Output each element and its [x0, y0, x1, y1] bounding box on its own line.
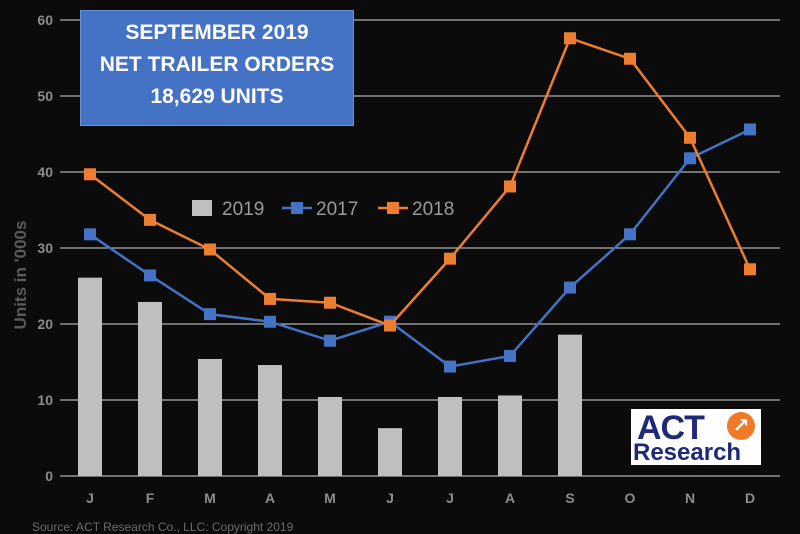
marker-2017 [684, 152, 696, 165]
x-tick-label: J [386, 490, 394, 506]
x-tick-label: F [146, 490, 155, 506]
marker-2018 [324, 296, 336, 309]
marker-2018 [564, 32, 576, 45]
marker-2017 [624, 228, 636, 241]
marker-2018 [144, 213, 156, 226]
act-research-logo: ACT ↗ Research [631, 409, 761, 466]
logo-text-act: ACT [637, 409, 705, 447]
legend-swatch-2017 [291, 202, 303, 214]
marker-2017 [564, 281, 576, 294]
bar-2019-A [258, 365, 282, 476]
title-line-1: SEPTEMBER 2019 [125, 21, 309, 44]
marker-2017 [444, 360, 456, 373]
legend-swatch-2018 [387, 202, 399, 214]
bars-2019 [78, 277, 582, 476]
bar-2019-M [198, 358, 222, 476]
y-tick-label: 0 [45, 468, 53, 484]
marker-2018 [444, 252, 456, 265]
legend: 2019 2017 2018 [192, 199, 454, 220]
marker-2017 [84, 228, 96, 241]
y-tick-label: 20 [37, 316, 53, 332]
x-tick-label: S [565, 490, 574, 506]
marker-2017 [324, 334, 336, 347]
bar-2019-J [378, 428, 402, 476]
bar-2019-F [138, 301, 162, 476]
y-axis-ticks: 0 10 20 30 40 50 60 [37, 12, 53, 484]
line-2018 [89, 36, 752, 327]
marker-2017 [204, 308, 216, 321]
source-note: Source: ACT Research Co., LLC: Copyright… [32, 520, 294, 534]
marker-2017 [504, 349, 516, 362]
marker-2018 [624, 52, 636, 65]
marker-2018 [384, 319, 396, 332]
marker-2018 [504, 180, 516, 193]
lines [84, 32, 756, 373]
x-tick-label: O [625, 490, 636, 506]
y-axis-label: Units in '000s [11, 221, 30, 330]
x-tick-label: D [745, 490, 755, 506]
marker-2017 [264, 315, 276, 328]
marker-2017 [744, 123, 756, 136]
x-tick-label: N [685, 490, 695, 506]
y-tick-label: 40 [37, 164, 53, 180]
marker-2018 [264, 292, 276, 305]
legend-label-2018: 2018 [412, 199, 454, 220]
x-tick-label: J [86, 490, 94, 506]
marker-2018 [744, 263, 756, 276]
title-line-2: NET TRAILER ORDERS [99, 53, 335, 76]
bar-2019-S [558, 334, 582, 476]
bar-2019-J [78, 277, 102, 476]
legend-swatch-2019 [192, 200, 212, 216]
marker-2018 [84, 168, 96, 181]
marker-2018 [684, 131, 696, 144]
line-2017 [89, 128, 751, 368]
legend-label-2019: 2019 [222, 199, 264, 220]
y-tick-label: 50 [37, 88, 53, 104]
x-tick-label: M [204, 490, 216, 506]
y-tick-label: 10 [37, 392, 53, 408]
marker-2017 [144, 269, 156, 282]
chart-title-box: SEPTEMBER 2019 NET TRAILER ORDERS 18,629… [80, 10, 354, 126]
title-line-3: 18,629 UNITS [150, 85, 284, 108]
bar-2019-M [318, 396, 342, 476]
x-tick-label: A [265, 490, 275, 506]
logo-text-research: Research [633, 439, 742, 466]
marker-2018 [204, 243, 216, 256]
y-tick-label: 30 [37, 240, 53, 256]
legend-label-2017: 2017 [316, 199, 358, 220]
y-tick-label: 60 [37, 12, 53, 28]
x-tick-label: M [324, 490, 336, 506]
x-tick-label: J [446, 490, 454, 506]
x-tick-label: A [505, 490, 515, 506]
bar-2019-J [438, 396, 462, 476]
bar-2019-A [498, 395, 522, 476]
arrow-icon: ↗ [727, 412, 755, 440]
